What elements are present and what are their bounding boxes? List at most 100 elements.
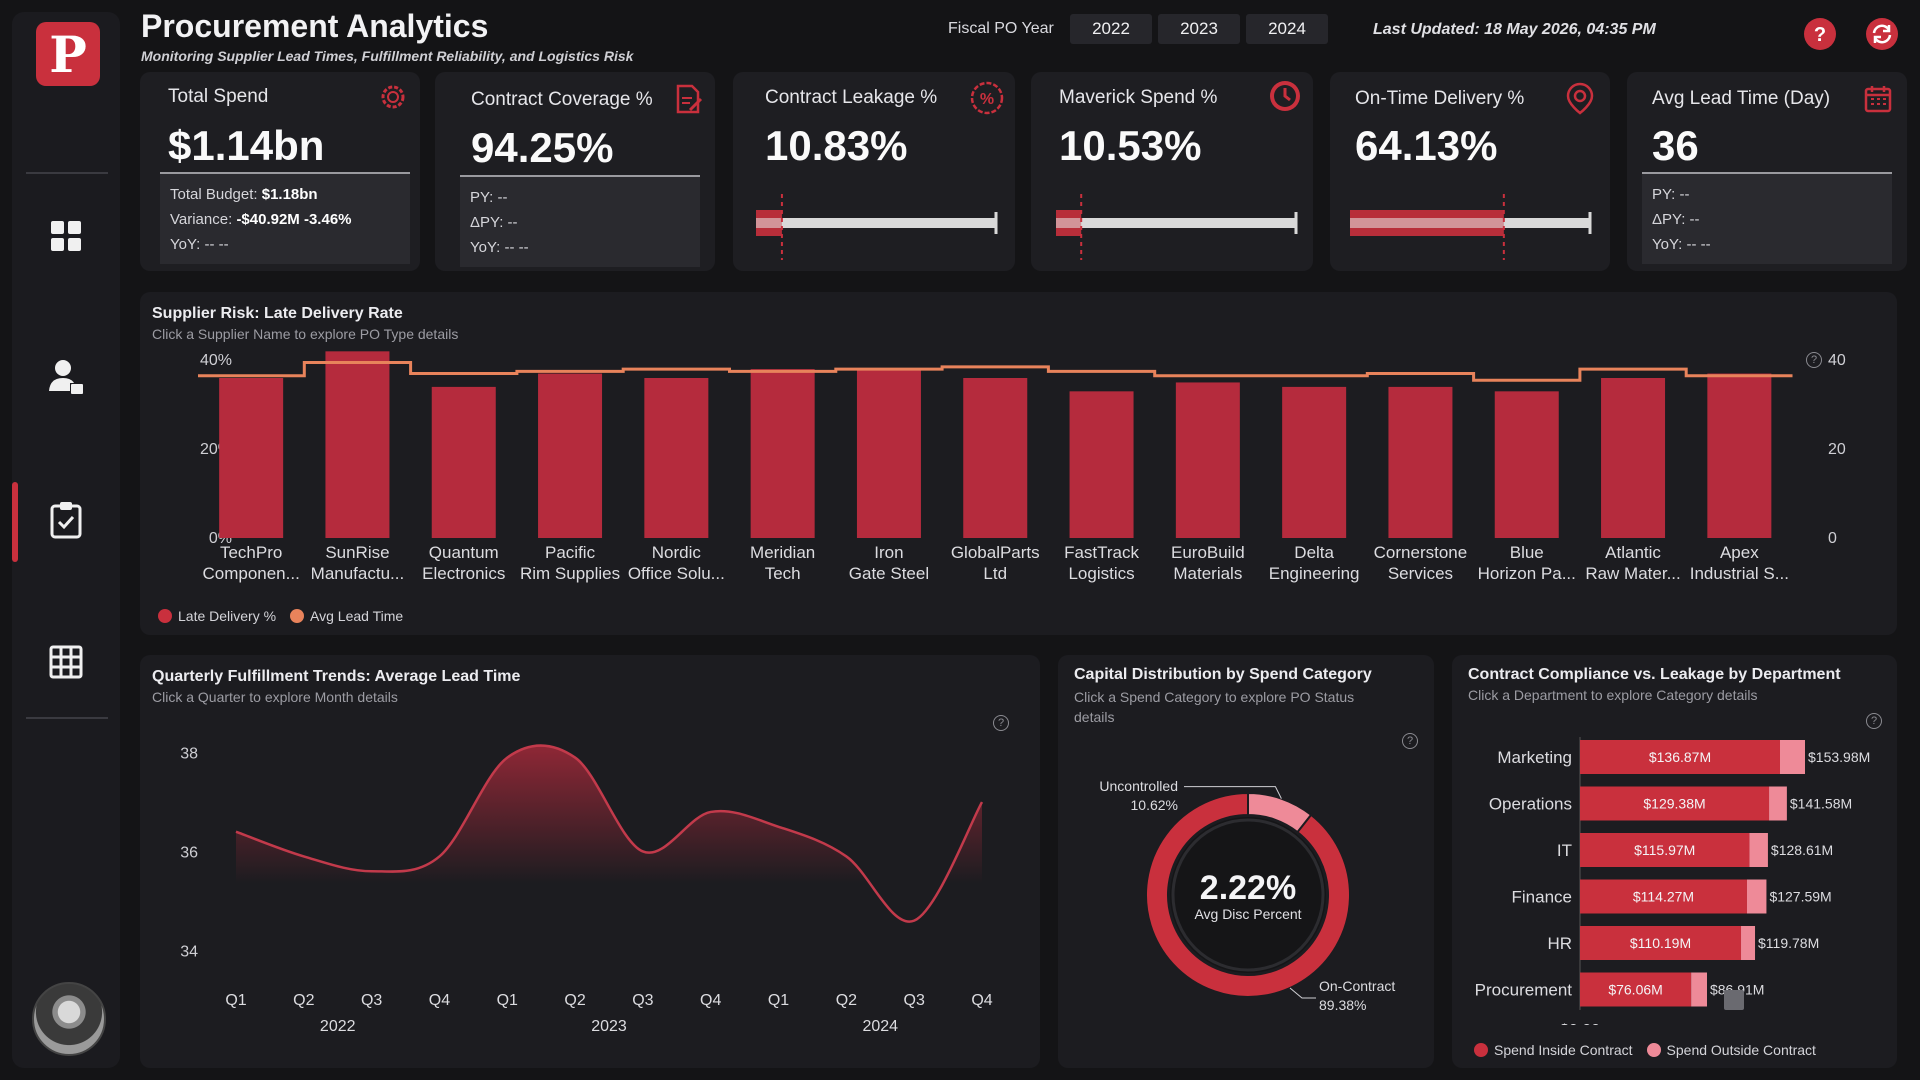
department-compliance-chart: Marketing $136.87M $153.98M Operations $129.… <box>1475 737 1870 1025</box>
refresh-icon[interactable] <box>1864 16 1900 52</box>
donut-center-label: Avg Disc Percent <box>1194 906 1301 922</box>
info-icon[interactable]: ? <box>1866 713 1882 729</box>
help-icon[interactable]: ? <box>1802 16 1838 52</box>
x-axis-label-line1: Cornerstone <box>1374 543 1468 562</box>
x-axis-year-label: 2023 <box>591 1018 627 1035</box>
legend-label[interactable]: Spend Inside Contract <box>1494 1042 1633 1058</box>
legend-swatch <box>290 609 305 623</box>
bar-late-delivery <box>219 378 284 538</box>
legend-label[interactable]: Late Delivery % <box>178 608 277 624</box>
x-axis-label-line2: Services <box>1388 564 1453 583</box>
y2-axis-tick: 0 <box>1828 530 1837 547</box>
department-label: Finance <box>1512 888 1572 907</box>
bar-total-value: $119.78M <box>1758 935 1819 951</box>
x-axis-year-label: 2022 <box>320 1018 356 1035</box>
panel-title: Contract Compliance vs. Leakage by Depar… <box>1468 666 1841 683</box>
bar-late-delivery <box>1175 382 1240 538</box>
lead-time-line <box>235 744 984 923</box>
year-button-2023[interactable]: 2023 <box>1158 14 1240 44</box>
variance-value: -$40.92M -3.46% <box>236 211 352 228</box>
x-axis-year-label: 2024 <box>862 1018 898 1035</box>
bar-total-value: $127.59M <box>1769 889 1831 905</box>
maverick-bullet-gauge <box>1056 194 1298 260</box>
kpi-card-total-spend[interactable]: Total Spend $1.14bn Total Budget: $1.18b… <box>140 72 420 271</box>
bar-outside-contract <box>1741 926 1756 960</box>
svg-text:?: ? <box>1814 24 1826 46</box>
fulfillment-trends-panel: Quarterly Fulfillment Trends: Average Le… <box>140 655 1040 1068</box>
scroll-handle <box>1724 990 1744 1010</box>
capital-distribution-panel: Capital Distribution by Spend Category C… <box>1058 655 1434 1068</box>
year-button-2024[interactable]: 2024 <box>1246 14 1328 44</box>
y2-axis-tick: 40 <box>1828 352 1846 369</box>
x-axis-label-line2: Componen... <box>202 564 299 583</box>
bar-total-value: $128.61M <box>1771 842 1833 858</box>
table-grid-icon[interactable] <box>46 642 86 682</box>
slice-label: On-Contract <box>1319 978 1395 994</box>
slice-value: 10.62% <box>1131 797 1178 813</box>
legend-swatch <box>1646 1043 1661 1057</box>
bar-total-value: $153.98M <box>1808 749 1870 765</box>
page-title: Procurement Analytics <box>141 8 489 44</box>
panel-title: Capital Distribution by Spend Category <box>1074 666 1372 683</box>
kpi-value: $1.14bn <box>168 122 325 169</box>
kpi-value: 10.53% <box>1059 122 1202 169</box>
clock-icon <box>1267 78 1303 119</box>
info-icon[interactable]: ? <box>993 715 1009 731</box>
bar-late-delivery <box>1069 391 1134 538</box>
x-axis-quarter-label: Q1 <box>497 992 518 1009</box>
lead-time-area-chart: 34 36 38 Q1 Q2 Q3 Q4 Q1 Q2 Q3 Q4 Q1 Q2 Q3 Q4 2022 2023 20… <box>180 744 993 1035</box>
x-axis-label-line2: Logistics <box>1068 564 1134 583</box>
bar-inside-value: $76.06M <box>1608 982 1662 998</box>
budget-label: Total Budget: <box>170 186 262 203</box>
kpi-card-contract-leakage[interactable]: Contract Leakage % % 10.83% <box>733 72 1015 271</box>
x-axis-label-line1: Quantum <box>429 543 499 562</box>
clipboard-check-icon[interactable] <box>46 500 86 540</box>
panel-subtitle: Click a Department to explore Category d… <box>1468 687 1758 703</box>
donut-slice <box>1145 791 1351 998</box>
x-axis-label-line2: Tech <box>765 564 801 583</box>
spend-category-donut: 2.22%Avg Disc Percent Uncontrolled 10.62% O… <box>1099 778 1395 1013</box>
info-icon[interactable]: ? <box>1402 733 1418 749</box>
kpi-details: PY: -- ΔPY: -- YoY: -- -- <box>1642 172 1892 264</box>
yoy-value: YoY: -- -- <box>470 239 529 256</box>
kpi-details: PY: -- ΔPY: -- YoY: -- -- <box>460 175 700 267</box>
y-axis-tick: 34 <box>180 943 198 960</box>
legend-label[interactable]: Avg Lead Time <box>310 608 404 624</box>
kpi-card-avg-lead-time[interactable]: Avg Lead Time (Day) 36 PY: -- ΔPY: -- Yo… <box>1627 72 1907 271</box>
x-axis-label-line1: TechPro <box>220 543 282 562</box>
bar-late-delivery <box>750 369 815 538</box>
app-logo[interactable]: P <box>36 22 100 86</box>
x-axis-label-line2: Horizon Pa... <box>1478 564 1576 583</box>
bar-inside-value: $115.97M <box>1634 842 1695 858</box>
x-axis-label-line2: Gate Steel <box>849 564 929 583</box>
x-axis-label-line1: SunRise <box>325 543 389 562</box>
dashboard-icon[interactable] <box>46 216 86 256</box>
kpi-label: Contract Leakage % <box>765 87 938 108</box>
user-avatar[interactable] <box>32 982 106 1056</box>
kpi-label: On-Time Delivery % <box>1355 88 1525 109</box>
bar-late-delivery <box>856 369 921 538</box>
slice-value: 89.38% <box>1319 997 1366 1013</box>
bar-late-delivery <box>1707 373 1772 538</box>
bar-outside-contract <box>1749 833 1768 867</box>
info-icon[interactable]: ? <box>1806 352 1822 368</box>
page-subtitle: Monitoring Supplier Lead Times, Fulfillm… <box>141 48 634 64</box>
avg-lead-time-line <box>198 360 1793 382</box>
x-axis-label-line1: Apex <box>1720 543 1759 562</box>
kpi-details: Total Budget: $1.18bn Variance: -$40.92M… <box>160 172 410 264</box>
year-button-2022[interactable]: 2022 <box>1070 14 1152 44</box>
legend-label[interactable]: Spend Outside Contract <box>1666 1042 1816 1058</box>
kpi-card-maverick-spend[interactable]: Maverick Spend % 10.53% <box>1031 72 1313 271</box>
bar-outside-contract <box>1769 786 1787 821</box>
kpi-label: Contract Coverage % <box>471 89 653 110</box>
leader-line <box>1289 987 1316 999</box>
y-axis-tick: 40% <box>200 352 232 369</box>
kpi-value: 94.25% <box>471 124 614 171</box>
x-axis-label-line2: Office Solu... <box>628 564 725 583</box>
supplier-risk-panel: Supplier Risk: Late Delivery Rate Click … <box>140 292 1897 635</box>
contract-document-icon <box>675 84 703 119</box>
supplier-profile-icon[interactable] <box>46 357 86 397</box>
department-label: Operations <box>1489 795 1572 814</box>
kpi-card-contract-coverage[interactable]: Contract Coverage % 94.25% PY: -- ΔPY: -… <box>435 72 715 271</box>
kpi-card-on-time-delivery[interactable]: On-Time Delivery % 64.13% <box>1330 72 1610 271</box>
